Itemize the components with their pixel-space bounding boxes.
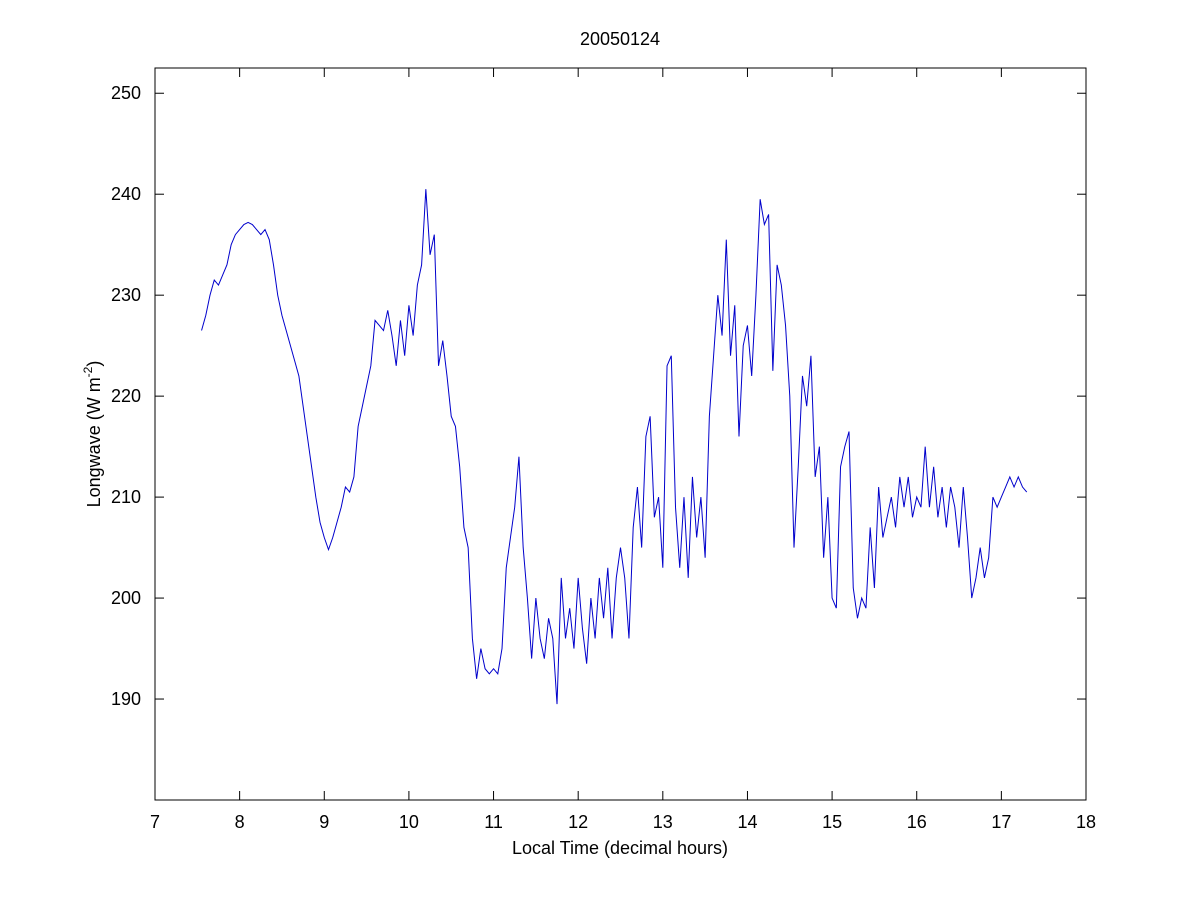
x-tick-label: 7 <box>150 812 160 832</box>
data-line <box>201 189 1028 705</box>
y-axis-label-superscript: -2 <box>81 366 95 377</box>
chart-title: 20050124 <box>580 29 660 49</box>
x-tick-label: 13 <box>653 812 673 832</box>
x-tick-label: 18 <box>1076 812 1096 832</box>
x-tick-label: 15 <box>822 812 842 832</box>
plot-area <box>154 67 1087 801</box>
x-tick-label: 9 <box>319 812 329 832</box>
y-tick-label: 220 <box>111 386 141 406</box>
y-tick-label: 190 <box>111 689 141 709</box>
y-axis-label-text: Longwave (W m <box>84 377 104 507</box>
y-axis-label: Longwave (W m-2) <box>81 361 104 508</box>
y-tick-label: 210 <box>111 487 141 507</box>
x-tick-label: 10 <box>399 812 419 832</box>
y-tick-label: 230 <box>111 285 141 305</box>
y-tick-label: 200 <box>111 588 141 608</box>
x-tick-label: 16 <box>907 812 927 832</box>
x-tick-label: 11 <box>484 812 503 832</box>
x-tick-label: 8 <box>235 812 245 832</box>
x-tick-label: 12 <box>568 812 588 832</box>
x-tick-label: 14 <box>737 812 757 832</box>
y-tick-label: 250 <box>111 83 141 103</box>
y-tick-label: 240 <box>111 184 141 204</box>
x-tick-label: 17 <box>991 812 1011 832</box>
y-axis-label-text: ) <box>84 361 104 367</box>
x-axis-label: Local Time (decimal hours) <box>512 838 728 858</box>
